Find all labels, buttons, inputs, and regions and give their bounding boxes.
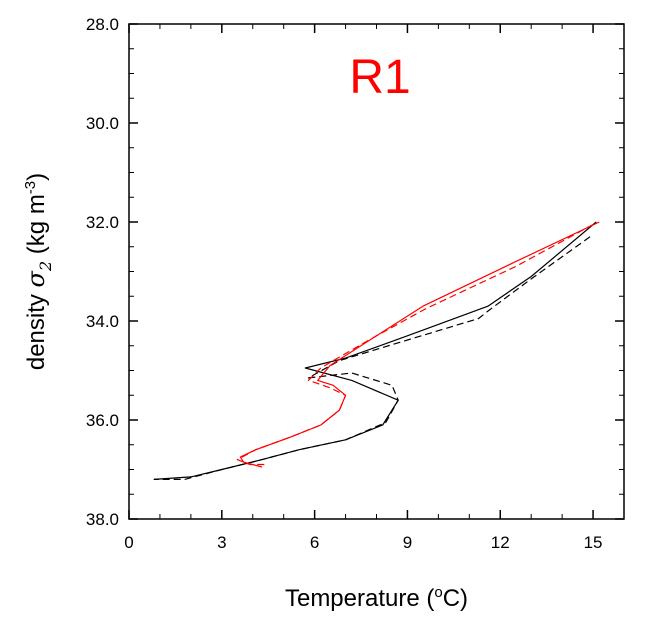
tick-layer xyxy=(128,23,625,520)
x-axis-title: Temperature (oC) xyxy=(285,584,468,612)
x-tick-label: 9 xyxy=(403,533,412,552)
y-axis-title-symbol: σ xyxy=(22,270,50,287)
y-axis-title-unit-close: ) xyxy=(23,173,50,181)
y-tick-label: 28.0 xyxy=(86,15,119,34)
y-tick-label: 34.0 xyxy=(86,312,119,331)
y-axis-title: density σ2 (kg m-3) xyxy=(22,173,55,370)
series-layer xyxy=(153,221,600,480)
x-axis-title-prefix: Temperature ( xyxy=(285,585,434,612)
series-line-4 xyxy=(236,223,594,466)
x-axis-title-suffix: C) xyxy=(443,585,468,612)
y-tick-label: 36.0 xyxy=(86,411,119,430)
series-line-2 xyxy=(153,236,591,480)
x-tick-label: 15 xyxy=(584,533,603,552)
y-tick-label: 32.0 xyxy=(86,213,119,232)
chart-title: R1 xyxy=(349,51,410,104)
x-tick-label: 3 xyxy=(217,533,226,552)
x-tick-label: 0 xyxy=(124,533,133,552)
y-axis-title-unit-superscript: -3 xyxy=(22,181,39,194)
y-tick-label: 38.0 xyxy=(86,510,119,529)
x-tick-label: 6 xyxy=(310,533,319,552)
y-tick-label: 30.0 xyxy=(86,114,119,133)
y-axis-title-unit: (kg m xyxy=(23,194,50,261)
tick-label-layer: 0 3 6 9 12 15 28.0 30.0 32.0 34.0 36.0 38.0 xyxy=(86,15,603,552)
y-axis-title-subscript: 2 xyxy=(36,261,55,272)
x-tick-label: 12 xyxy=(491,533,510,552)
y-axis-title-prefix: density xyxy=(23,287,50,370)
x-axis-title-superscript: o xyxy=(434,584,442,601)
